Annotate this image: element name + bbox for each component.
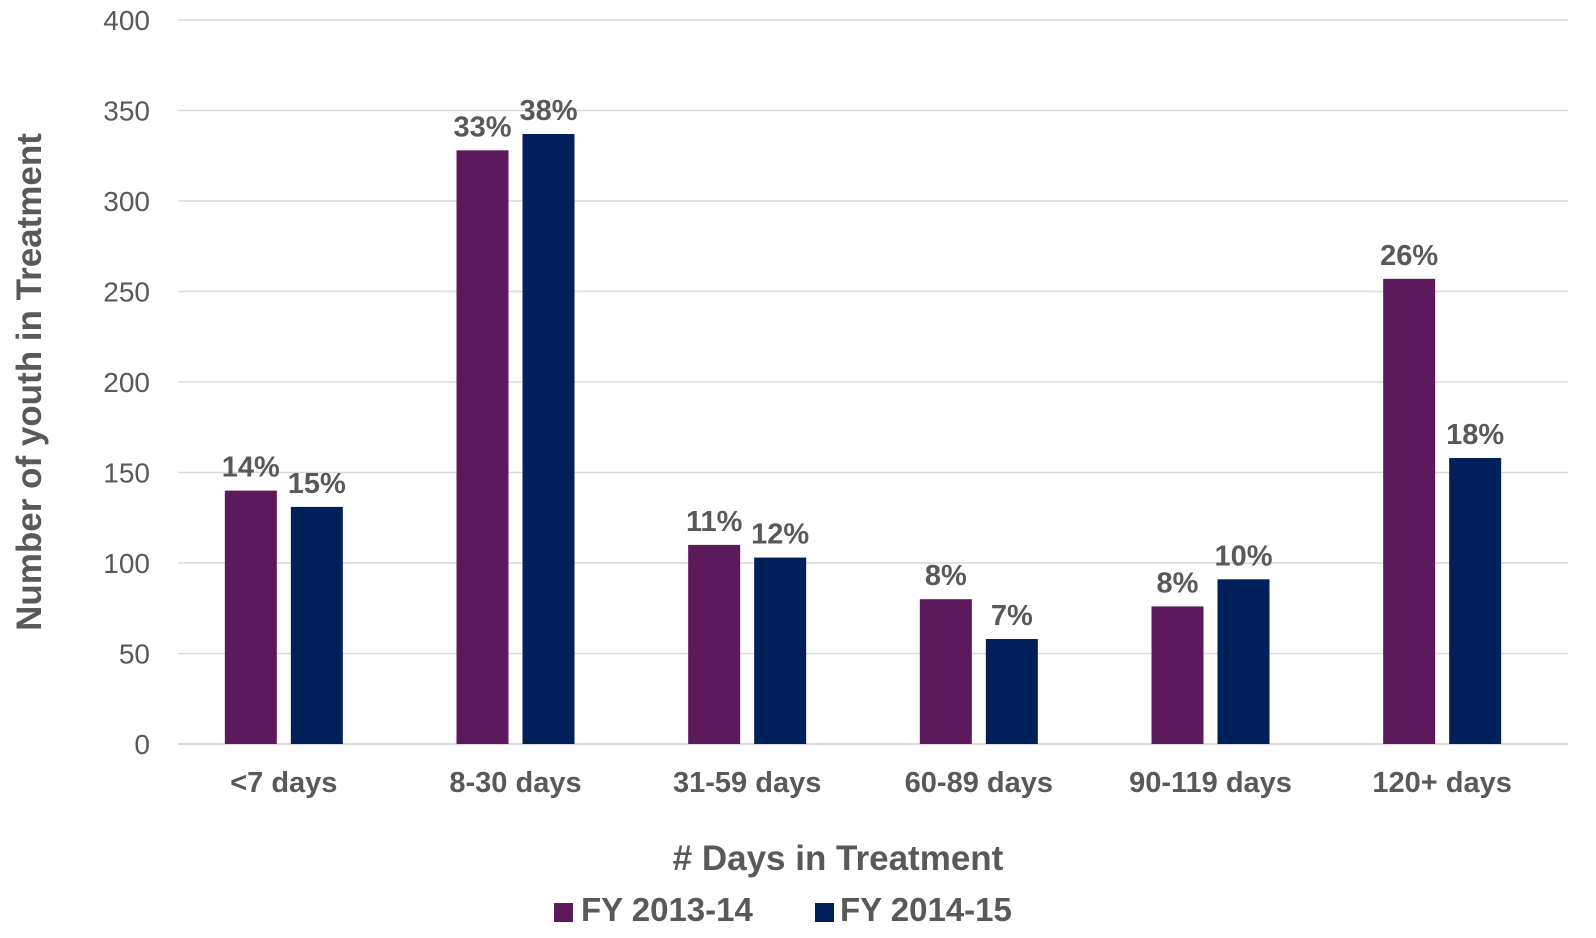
legend-label-fy-2014-15: FY 2014-15 [840,891,1012,928]
data-labels: 14%15% 33%38% 11% 12% 8% 7% 8% 10% 26% 18% [222,95,1505,632]
legend: FY 2013-14 FY 2014-15 [554,891,1012,928]
bar-fy-2013-14-60-89-days [919,599,972,744]
x-axis-title: # Days in Treatment [673,839,1004,878]
x-tick-label-90-119-days: 90-119 days [1129,767,1292,799]
data-label-fy-2013-14-90-119-days: 8% [1157,567,1199,599]
bar-fy-2014-15-60-89-days [985,639,1038,744]
legend-swatch-fy-2014-15 [815,903,834,922]
data-label-fy-2014-15-90-119-days: 10% [1214,540,1272,572]
y-tick-label: 400 [103,5,150,36]
y-tick-label: 100 [103,548,150,579]
data-label-fy-2013-14-8-30-days: 33% [453,111,511,143]
x-tick-label-31-59-days: 31-59 days [673,767,821,799]
y-tick-label: 0 [134,729,150,760]
gridlines [178,19,1568,745]
y-tick-label: 300 [103,186,150,217]
x-tick-label-60-89-days: 60-89 days [905,767,1053,799]
y-tick-label: 50 [119,639,150,670]
bar-fy-2013-14-8-30-days [456,150,509,744]
x-axis-categories: <7 days 8-30 days 31-59 days 60-89 days 90-1… [230,767,1512,799]
data-label-fy-2014-15-31-59-days: 12% [751,519,809,551]
bar-fy-2013-14-120-days [1383,278,1436,744]
bar-fy-2014-15-120-days [1449,458,1502,744]
legend-swatch-fy-2013-14 [554,903,573,922]
data-label-fy-2013-14-7-days: 14% [222,452,280,484]
data-label-fy-2014-15-7-days: 15% [288,468,346,500]
bar-fy-2014-15-7-days [290,506,343,744]
data-label-fy-2014-15-120-days: 18% [1446,419,1504,451]
bar-fy-2014-15-31-59-days [754,557,807,744]
data-label-fy-2014-15-60-89-days: 7% [991,600,1033,632]
y-axis-title: Number of youth in Treatment [10,133,49,631]
data-label-fy-2013-14-120-days: 26% [1380,240,1438,272]
data-label-fy-2013-14-31-59-days: 11% [686,506,743,538]
bar-fy-2014-15-8-30-days [522,134,575,744]
y-tick-label: 200 [103,367,150,398]
bars [224,134,1502,744]
x-tick-label-7-days: <7 days [230,767,337,799]
x-tick-label-8-30-days: 8-30 days [449,767,581,799]
bar-fy-2013-14-90-119-days [1151,606,1204,744]
y-tick-label: 150 [103,458,150,489]
bar-fy-2013-14-31-59-days [688,544,741,744]
bar-fy-2014-15-90-119-days [1217,579,1270,744]
legend-label-fy-2013-14: FY 2013-14 [581,891,753,928]
y-tick-label: 250 [103,277,150,308]
data-label-fy-2013-14-60-89-days: 8% [925,560,967,592]
y-tick-label: 350 [103,96,150,127]
x-tick-label-120-days: 120+ days [1372,767,1511,799]
bar-fy-2013-14-7-days [224,490,277,744]
y-axis-ticks: 0 50 100 150 200 250 300 350 400 [103,5,150,760]
data-label-fy-2014-15-8-30-days: 38% [519,95,577,127]
